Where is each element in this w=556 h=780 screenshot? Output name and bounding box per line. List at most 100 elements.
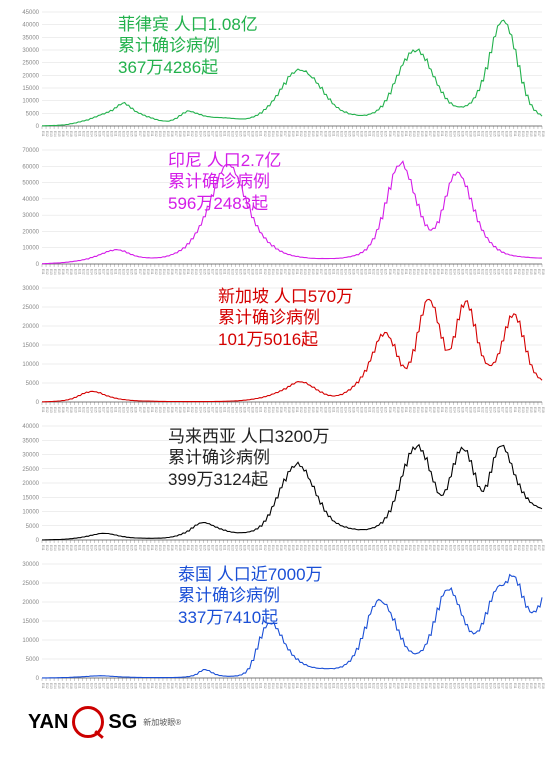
svg-text:E17: E17	[356, 131, 360, 137]
svg-text:E19: E19	[400, 407, 404, 413]
svg-text:E17: E17	[283, 131, 287, 137]
svg-text:E16: E16	[388, 545, 392, 551]
svg-text:E13: E13	[521, 269, 525, 275]
svg-text:E15: E15	[456, 683, 460, 689]
svg-text:E19: E19	[218, 545, 222, 551]
svg-text:E17: E17	[501, 407, 505, 413]
svg-text:E12: E12	[190, 683, 194, 689]
svg-text:E16: E16	[279, 545, 283, 551]
svg-text:E14: E14	[452, 269, 456, 275]
svg-text:E17: E17	[210, 131, 214, 137]
svg-text:E16: E16	[243, 683, 247, 689]
svg-text:E13: E13	[231, 545, 235, 551]
svg-text:E14: E14	[271, 131, 275, 137]
svg-text:E16: E16	[533, 131, 537, 137]
svg-text:E17: E17	[501, 683, 505, 689]
svg-text:5000: 5000	[26, 524, 40, 530]
svg-text:E11: E11	[440, 269, 444, 275]
svg-text:E15: E15	[275, 545, 279, 551]
svg-text:E14: E14	[489, 683, 493, 689]
svg-text:E12: E12	[372, 545, 376, 551]
svg-text:E14: E14	[307, 131, 311, 137]
svg-text:E12: E12	[517, 407, 521, 413]
svg-text:E15: E15	[130, 131, 134, 137]
svg-text:E18: E18	[323, 269, 327, 275]
svg-text:E13: E13	[194, 131, 198, 137]
svg-text:E15: E15	[130, 683, 134, 689]
svg-text:E13: E13	[303, 683, 307, 689]
svg-text:E12: E12	[118, 269, 122, 275]
svg-text:E12: E12	[444, 131, 448, 137]
svg-text:E15: E15	[57, 545, 61, 551]
logo-q-icon	[72, 706, 104, 738]
svg-text:E13: E13	[303, 407, 307, 413]
svg-text:E15: E15	[202, 407, 206, 413]
svg-text:E11: E11	[476, 131, 480, 137]
svg-text:15000: 15000	[22, 619, 39, 625]
svg-text:E19: E19	[73, 269, 77, 275]
svg-text:E18: E18	[541, 269, 545, 275]
svg-text:E14: E14	[525, 407, 529, 413]
svg-text:10000: 10000	[22, 638, 39, 644]
svg-text:E15: E15	[130, 269, 134, 275]
svg-text:E13: E13	[267, 131, 271, 137]
svg-text:E18: E18	[505, 269, 509, 275]
chart-panel-my: 0500010000150002000025000300003500040000…	[8, 422, 548, 558]
svg-text:20000: 20000	[22, 324, 39, 330]
svg-text:E12: E12	[481, 683, 485, 689]
svg-text:E18: E18	[106, 407, 110, 413]
svg-text:E17: E17	[174, 131, 178, 137]
svg-text:E12: E12	[118, 545, 122, 551]
svg-text:E11: E11	[114, 269, 118, 275]
svg-text:E18: E18	[287, 407, 291, 413]
svg-text:E13: E13	[448, 407, 452, 413]
charts-container: 0500010000150002000025000300003500040000…	[8, 8, 548, 696]
svg-text:E16: E16	[170, 131, 174, 137]
svg-text:E19: E19	[364, 407, 368, 413]
svg-text:E17: E17	[65, 269, 69, 275]
svg-text:E14: E14	[198, 683, 202, 689]
svg-text:E17: E17	[392, 131, 396, 137]
svg-text:E11: E11	[368, 407, 372, 413]
svg-text:E12: E12	[45, 683, 49, 689]
svg-text:E17: E17	[138, 407, 142, 413]
svg-text:E19: E19	[327, 545, 331, 551]
svg-text:E16: E16	[351, 545, 355, 551]
svg-text:E11: E11	[368, 683, 372, 689]
svg-text:E11: E11	[440, 407, 444, 413]
svg-text:E14: E14	[162, 131, 166, 137]
svg-text:E11: E11	[222, 407, 226, 413]
svg-text:E11: E11	[476, 545, 480, 551]
svg-text:E14: E14	[380, 269, 384, 275]
svg-text:E18: E18	[142, 131, 146, 137]
svg-text:E18: E18	[360, 407, 364, 413]
svg-text:E17: E17	[356, 407, 360, 413]
svg-text:E18: E18	[360, 131, 364, 137]
svg-text:E12: E12	[263, 131, 267, 137]
svg-text:E16: E16	[134, 545, 138, 551]
svg-text:E14: E14	[126, 131, 130, 137]
svg-text:E18: E18	[432, 545, 436, 551]
svg-text:E13: E13	[485, 683, 489, 689]
svg-text:E11: E11	[186, 683, 190, 689]
svg-text:40000: 40000	[22, 23, 39, 29]
svg-text:E13: E13	[194, 407, 198, 413]
svg-text:E16: E16	[243, 545, 247, 551]
svg-text:E18: E18	[214, 269, 218, 275]
svg-text:E19: E19	[364, 683, 368, 689]
svg-text:E13: E13	[49, 545, 53, 551]
svg-text:E14: E14	[525, 545, 529, 551]
logo-text-right: SG	[108, 711, 137, 734]
svg-text:E14: E14	[271, 683, 275, 689]
svg-text:E13: E13	[376, 269, 380, 275]
svg-text:E17: E17	[464, 683, 468, 689]
svg-text:E14: E14	[452, 545, 456, 551]
svg-text:E12: E12	[408, 545, 412, 551]
svg-text:E16: E16	[61, 269, 65, 275]
svg-text:E12: E12	[263, 269, 267, 275]
svg-text:E17: E17	[319, 545, 323, 551]
svg-text:E16: E16	[351, 269, 355, 275]
svg-text:E11: E11	[404, 131, 408, 137]
svg-text:E17: E17	[138, 131, 142, 137]
svg-text:E11: E11	[404, 407, 408, 413]
